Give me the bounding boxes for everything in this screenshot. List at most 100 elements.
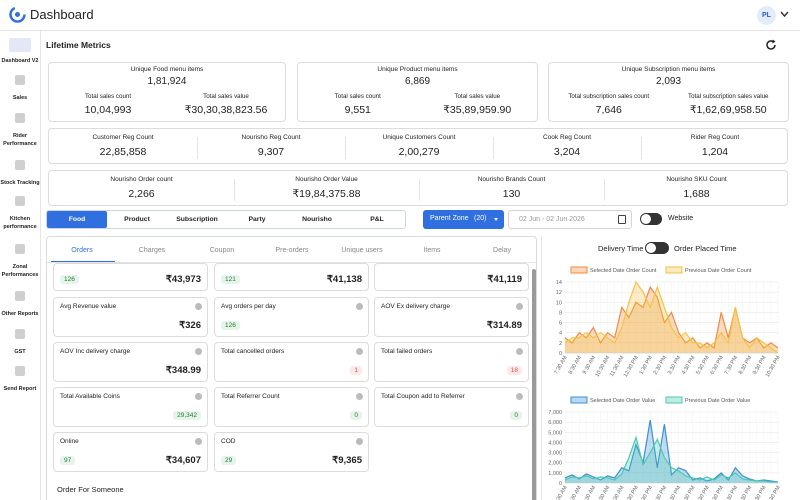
y-tick-label: 4 <box>559 331 562 337</box>
y-tick-label: 6 <box>559 321 562 327</box>
sub-label: Total sales count <box>334 93 381 100</box>
badge: 126 <box>221 321 240 330</box>
filter-tab[interactable]: Food <box>47 211 107 228</box>
row-value: 2,266 <box>128 188 155 200</box>
info-icon <box>195 303 202 310</box>
line <box>564 280 779 354</box>
y-tick-label: 1,000 <box>548 471 562 477</box>
info-icon <box>516 303 523 310</box>
row-value: 1,688 <box>683 188 710 200</box>
card-title: Unique Food menu items <box>130 66 204 73</box>
date-input[interactable]: 02 Jun - 02 Jun 2026 <box>508 210 632 229</box>
x-tick-label: 1:30 PM <box>638 485 654 500</box>
metric-label: AOV Ex delivery charge <box>381 303 451 310</box>
sidebar-label[interactable]: Stock Tracking <box>0 180 40 186</box>
filter-tab[interactable]: Subscription <box>176 216 218 223</box>
metric-card: Total cancelled orders 1 <box>214 342 369 382</box>
avatar[interactable]: PL <box>757 6 776 25</box>
filter-tab[interactable]: Party <box>248 216 266 223</box>
y-tick-label: 14 <box>556 280 562 286</box>
info-icon <box>356 393 363 400</box>
sidebar-icon[interactable] <box>15 196 25 206</box>
sidebar-label[interactable]: Kitchen performance <box>3 216 37 230</box>
header-divider <box>0 30 800 31</box>
filter-tab[interactable]: P&L <box>370 216 384 223</box>
sidebar-label[interactable]: Sales <box>12 95 28 101</box>
zone-button[interactable]: Parent Zone (20) <box>423 210 504 229</box>
metric-label: Total cancelled orders <box>221 348 285 355</box>
sidebar-icon[interactable] <box>15 160 25 170</box>
sidebar-icon[interactable] <box>9 38 31 52</box>
badge: 0 <box>510 411 522 420</box>
filter-tab[interactable]: Product <box>124 216 150 223</box>
row-label: Customer Reg Count <box>92 134 154 141</box>
sub-label: Total sales value <box>454 93 501 100</box>
row-value: 3,204 <box>553 146 581 158</box>
x-tick-label: 6:30 PM <box>709 485 725 500</box>
sub-value: 7,646 <box>595 104 622 116</box>
x-tick-label: 10:30 PM <box>765 485 782 500</box>
sidebar-icon[interactable] <box>15 113 25 123</box>
chevron[interactable] <box>780 11 789 18</box>
sidebar-icon[interactable] <box>15 366 25 376</box>
metric-value: ₹41,119 <box>487 274 522 285</box>
metric-value: ₹348.99 <box>165 365 201 376</box>
toggle-left: Delivery Time <box>598 244 644 253</box>
filter-tab[interactable]: Nourisho <box>302 216 332 223</box>
sub-tab[interactable]: Unique users <box>341 247 383 254</box>
toggle-right: Order Placed Time <box>674 244 737 253</box>
sub-label: Total subscription sales value <box>688 93 769 100</box>
y-tick-label: 7,000 <box>548 410 562 416</box>
sidebar-icon[interactable] <box>15 329 25 339</box>
refresh-button[interactable] <box>764 38 778 52</box>
sidebar-label[interactable]: Dashboard V2 <box>1 58 39 64</box>
sub-tab[interactable]: Charges <box>138 247 166 254</box>
area <box>565 420 778 483</box>
sidebar-icon[interactable] <box>15 244 25 254</box>
metric-card: Online 97 ₹34,607 <box>53 432 208 472</box>
metric-label: Total Coupon add to Referrer <box>381 393 465 400</box>
sidebar-label[interactable]: Rider Performance <box>3 133 37 147</box>
info-icon <box>516 348 523 355</box>
sub-tab[interactable]: Orders <box>71 247 93 254</box>
row-label: Nourisho Order count <box>110 176 173 183</box>
x-tick-label: 9:30 PM <box>752 485 768 500</box>
info-icon <box>195 438 202 445</box>
metric-label: AOV Inc delivery charge <box>60 348 131 355</box>
legend-swatch <box>570 266 588 274</box>
metric-card: AOV Inc delivery charge ₹348.99 <box>53 342 208 382</box>
y-tick-label: 12 <box>556 290 562 296</box>
legend-label: Selected Date Order Value <box>590 398 655 404</box>
y-tick-label: 10 <box>556 300 562 306</box>
sidebar-icon[interactable] <box>15 291 25 301</box>
legend-label: Previous Date Order Count <box>685 268 752 274</box>
sub-tab[interactable]: Items <box>423 247 441 254</box>
metric-card: Total Coupon add to Referrer 0 <box>374 387 529 427</box>
sidebar-icon[interactable] <box>15 75 25 85</box>
metric-card: Avg Revenue value ₹326 <box>53 297 208 337</box>
y-tick-label: 2,000 <box>548 461 562 467</box>
row-label: Cook Reg Count <box>542 134 592 141</box>
metric-card: AOV Ex delivery charge ₹314.89 <box>374 297 529 337</box>
sub-value: 9,551 <box>344 104 371 116</box>
sidebar-label[interactable]: Zonal Performances <box>1 264 39 278</box>
info-icon <box>195 393 202 400</box>
sidebar-label[interactable]: GST <box>14 349 26 355</box>
badge: 29 <box>221 456 237 465</box>
tab-group: Food Product Subscription Party Nourisho P&L <box>46 210 406 229</box>
toggle-knob <box>641 214 651 224</box>
divider <box>197 137 198 159</box>
sub-tab[interactable]: Pre-orders <box>275 247 309 254</box>
y-tick-label: 2 <box>559 341 562 347</box>
sub-value: 10,04,993 <box>84 104 132 116</box>
sidebar-label[interactable]: Send Report <box>3 386 37 392</box>
line <box>564 420 779 483</box>
row-label: Unique Customers Count <box>382 134 456 141</box>
row-value: 9,307 <box>257 146 285 158</box>
y-tick-label: 0 <box>559 481 562 487</box>
info-icon <box>195 348 202 355</box>
sub-tab[interactable]: Delay <box>493 247 511 254</box>
sidebar-label[interactable]: Other Reports <box>1 311 39 317</box>
metric-value: ₹41,138 <box>326 274 362 285</box>
sub-tab[interactable]: Coupon <box>209 247 235 254</box>
